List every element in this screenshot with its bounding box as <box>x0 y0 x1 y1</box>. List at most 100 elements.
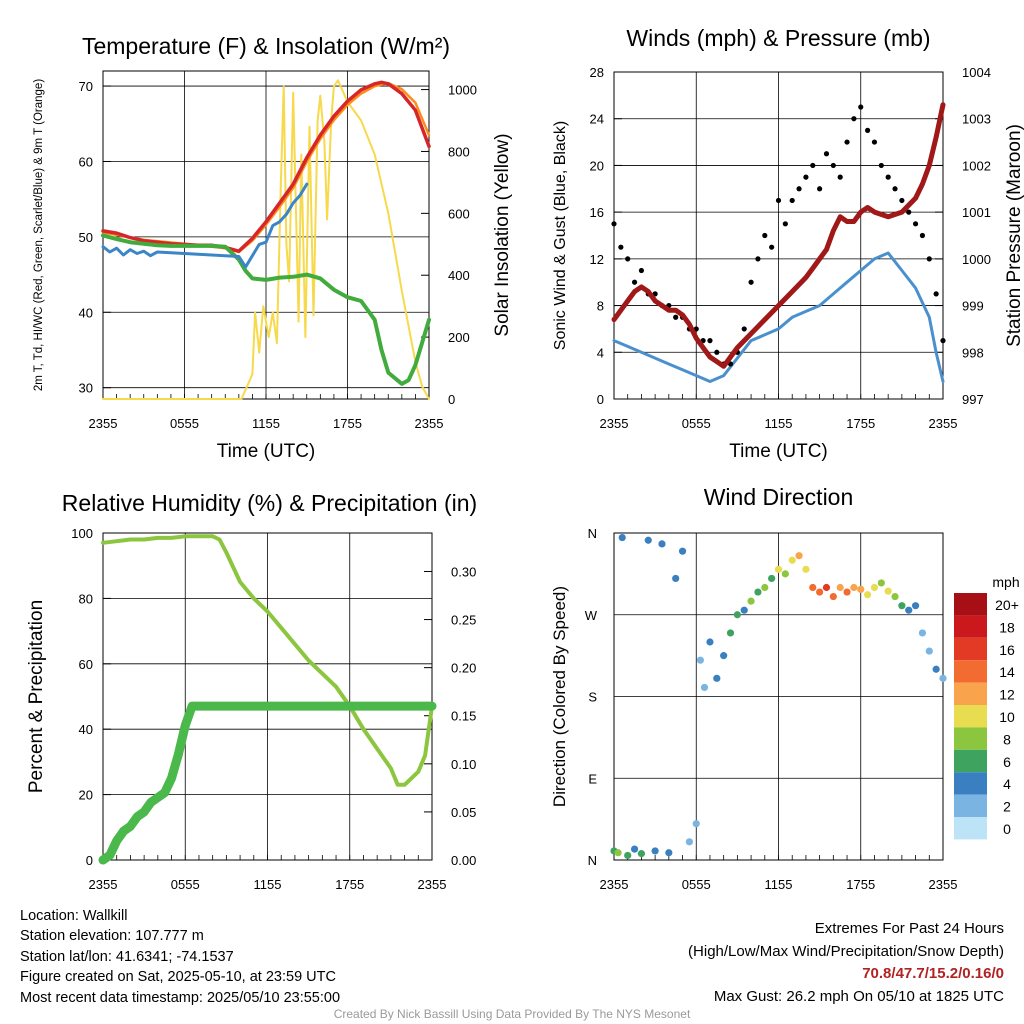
legend-label: 10 <box>999 709 1015 725</box>
x-tick-label: 1155 <box>254 877 282 892</box>
y2-tick-label: 1000 <box>962 252 991 267</box>
gust-point <box>707 338 713 344</box>
y2-tick-label: 999 <box>962 299 984 314</box>
direction-point <box>740 606 748 614</box>
x-tick-label: 1755 <box>846 877 875 892</box>
direction-point <box>644 536 652 544</box>
legend-label: 4 <box>1003 776 1011 792</box>
legend-label: 16 <box>999 642 1015 658</box>
direction-point <box>754 588 762 596</box>
y-tick-label: 8 <box>597 299 604 314</box>
direction-point <box>939 674 947 682</box>
y-tick-label: 28 <box>590 65 604 80</box>
gust-point <box>611 221 617 227</box>
credit-line: Created By Nick Bassill Using Data Provi… <box>333 1007 691 1021</box>
y2-tick-label: 0.15 <box>451 709 476 724</box>
x-tick-label: 1155 <box>765 416 793 431</box>
x-tick-label: 0555 <box>170 416 199 431</box>
direction-point <box>624 851 632 860</box>
y-tick-label: 0 <box>597 392 604 407</box>
legend-label: 20+ <box>995 597 1019 613</box>
direction-point <box>891 592 899 601</box>
y-tick-label: 40 <box>79 722 93 737</box>
series-line-station-pressure <box>611 102 946 369</box>
y-tick-label: N <box>588 853 597 868</box>
y2-tick-label: 0.30 <box>451 564 476 579</box>
y2-tick-label: 1004 <box>962 65 991 80</box>
direction-point <box>700 683 709 692</box>
y2-tick-label: 0 <box>448 392 455 407</box>
y-tick-label: E <box>588 771 597 786</box>
y2-tick-label: 0.00 <box>451 853 476 868</box>
y-tick-label: 30 <box>79 381 93 396</box>
direction-point <box>870 583 879 592</box>
gust-point <box>851 116 857 122</box>
extremes-values: 70.8/47.7/15.2/0.16/0 <box>862 965 1004 982</box>
gust-point <box>782 221 788 227</box>
direction-point <box>898 602 906 610</box>
direction-point <box>911 602 920 610</box>
series-line-precipitation <box>98 701 437 865</box>
recent-timestamp: Most recent data timestamp: 2025/05/10 2… <box>20 989 341 1006</box>
direction-point <box>850 583 858 592</box>
x-axis-label: Time (UTC) <box>217 441 316 462</box>
series-line-sonic-wind <box>612 251 945 383</box>
x-tick-label: 0555 <box>682 416 711 431</box>
direction-point <box>637 850 646 858</box>
direction-point <box>630 845 639 853</box>
y2-tick-label: 200 <box>448 330 470 345</box>
y-tick-label: 50 <box>79 230 93 245</box>
y-tick-label: 20 <box>79 788 93 803</box>
direction-point <box>618 533 626 542</box>
direction-point <box>843 588 851 596</box>
y-tick-label: S <box>588 690 597 705</box>
y2-tick-label: 800 <box>448 144 470 159</box>
direction-point <box>932 665 940 673</box>
y2-tick-label: 1000 <box>448 83 477 98</box>
y2-tick-label: 0.25 <box>451 613 476 628</box>
direction-point <box>836 583 844 592</box>
y-tick-label: 12 <box>590 252 604 267</box>
chart-title: Temperature (F) & Insolation (W/m²) <box>82 33 450 59</box>
legend-swatch <box>954 817 987 840</box>
x-tick-label: 2355 <box>600 877 629 892</box>
legend-label: 18 <box>999 619 1015 635</box>
x-tick-label: 2355 <box>929 416 958 431</box>
direction-point <box>788 556 796 564</box>
legend-label: 2 <box>1003 799 1011 815</box>
y-axis-label: 2m T, Td, HI/WC (Red, Green, Scarlet/Blu… <box>33 79 45 391</box>
x-tick-label: 2355 <box>418 877 447 892</box>
y2-tick-label: 0.20 <box>451 661 476 676</box>
legend-swatch <box>954 772 987 795</box>
direction-point <box>884 587 892 595</box>
direction-point <box>726 629 735 637</box>
y2-tick-label: 1002 <box>962 158 991 173</box>
direction-point <box>816 588 824 596</box>
gust-point <box>775 197 782 204</box>
direction-point <box>713 674 721 682</box>
gust-point <box>817 186 823 192</box>
y-axis-label: Direction (Colored By Speed) <box>550 586 569 807</box>
legend-swatch <box>954 660 987 683</box>
y-tick-label: 20 <box>590 158 604 173</box>
y2-tick-label: 0.05 <box>451 805 476 820</box>
y-tick-label: 70 <box>79 79 93 94</box>
direction-point <box>822 583 831 592</box>
chart-title: Winds (mph) & Pressure (mb) <box>626 25 930 51</box>
direction-point <box>877 579 885 587</box>
legend-title: mph <box>992 574 1019 590</box>
direction-point <box>809 583 817 592</box>
direction-point <box>733 611 741 619</box>
y2-tick-label: 998 <box>962 345 984 360</box>
extremes-title: Extremes For Past 24 Hours <box>814 920 1004 937</box>
gust-point <box>837 174 843 180</box>
gust-point <box>755 256 761 262</box>
x-tick-label: 2355 <box>929 877 958 892</box>
y2-axis-label: Solar Insolation (Yellow) <box>492 133 513 336</box>
x-axis-label: Time (UTC) <box>729 441 828 462</box>
direction-point <box>905 606 913 614</box>
gust-point <box>762 232 768 239</box>
y-tick-label: 4 <box>597 345 604 360</box>
direction-point <box>720 652 728 660</box>
